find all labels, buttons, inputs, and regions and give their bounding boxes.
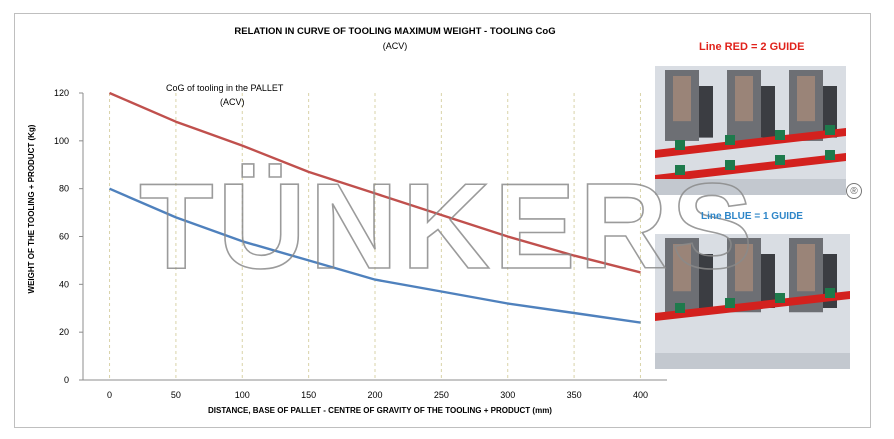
x-tick-label: 350	[567, 390, 582, 400]
y-tick-label: 120	[54, 88, 69, 98]
y-tick-label: 100	[54, 136, 69, 146]
x-tick-label: 200	[367, 390, 382, 400]
chart-subtitle: (ACV)	[382, 41, 408, 51]
y-tick-label: 80	[59, 184, 69, 194]
x-tick-label: 250	[434, 390, 449, 400]
top-photo	[655, 66, 846, 195]
y-axis-label: WEIGHT OF THE TOOLING + PRODUCT (Kg)	[27, 124, 36, 294]
y-tick-label: 20	[59, 327, 69, 337]
x-tick-label: 400	[633, 390, 648, 400]
y-tick-label: 40	[59, 279, 69, 289]
tunkers-watermark: TÜNKERS	[139, 158, 757, 294]
x-tick-label: 50	[171, 390, 181, 400]
x-axis-label: DISTANCE, BASE OF PALLET - CENTRE OF GRA…	[208, 406, 552, 415]
x-tick-label: 150	[301, 390, 316, 400]
x-tick-label: 300	[500, 390, 515, 400]
registered-mark: ®	[846, 183, 862, 199]
chart-title: RELATION IN CURVE OF TOOLING MAXIMUM WEI…	[234, 26, 556, 37]
x-tick-label: 0	[107, 390, 112, 400]
bottom-photo	[655, 234, 850, 369]
legend-red-label: Line RED = 2 GUIDE	[699, 41, 805, 53]
legend-blue-label: Line BLUE = 1 GUIDE	[701, 211, 803, 222]
y-tick-label: 60	[59, 232, 69, 242]
y-tick-label: 0	[64, 375, 69, 385]
cog-annotation-line2: (ACV)	[220, 97, 245, 107]
cog-annotation-line1: CoG of tooling in the PALLET	[166, 83, 284, 93]
x-tick-label: 100	[235, 390, 250, 400]
